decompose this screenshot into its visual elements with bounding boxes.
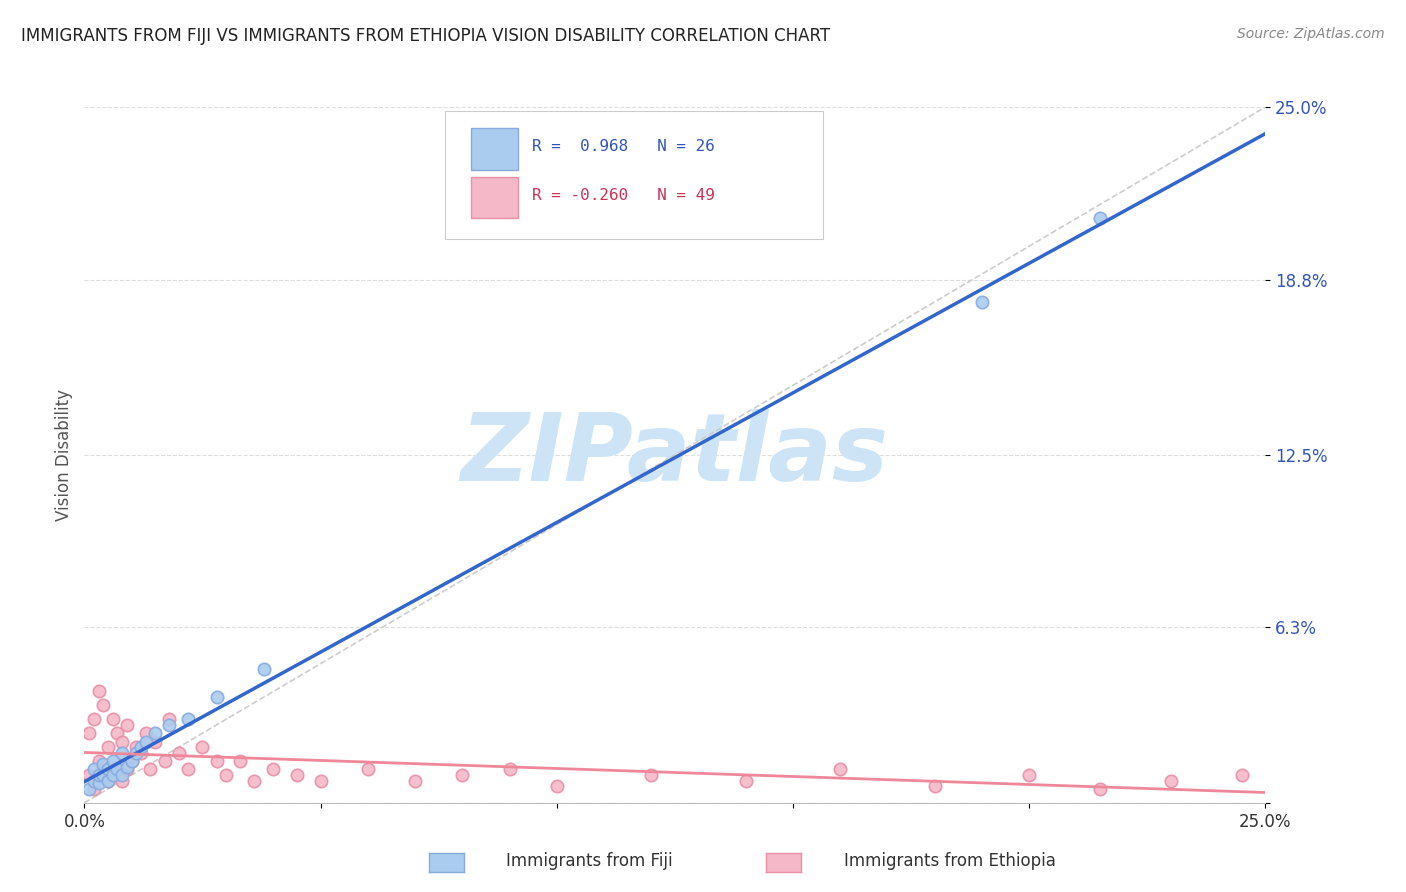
Point	[97, 773, 120, 788]
Text: R = -0.260   N = 49: R = -0.260 N = 49	[531, 188, 714, 202]
Point	[87, 776, 110, 790]
Point	[107, 768, 129, 782]
Point	[101, 768, 124, 782]
Point	[285, 768, 308, 782]
Point	[107, 763, 129, 777]
FancyBboxPatch shape	[471, 177, 517, 219]
Point	[121, 754, 143, 768]
Point	[135, 726, 157, 740]
Point	[83, 781, 105, 796]
Point	[498, 763, 520, 777]
Point	[121, 754, 143, 768]
Point	[77, 726, 100, 740]
Text: IMMIGRANTS FROM FIJI VS IMMIGRANTS FROM ETHIOPIA VISION DISABILITY CORRELATION C: IMMIGRANTS FROM FIJI VS IMMIGRANTS FROM …	[21, 27, 830, 45]
Point	[97, 740, 120, 755]
Point	[115, 763, 138, 777]
Point	[111, 773, 134, 788]
Point	[970, 294, 993, 309]
FancyBboxPatch shape	[471, 128, 517, 169]
Point	[1088, 211, 1111, 226]
Point	[640, 768, 662, 782]
Point	[177, 712, 200, 726]
Point	[143, 726, 166, 740]
Text: Immigrants from Fiji: Immigrants from Fiji	[506, 852, 673, 870]
Point	[205, 754, 228, 768]
Point	[87, 754, 110, 768]
Point	[153, 754, 176, 768]
Point	[77, 768, 100, 782]
Point	[87, 768, 110, 782]
Point	[215, 768, 238, 782]
Point	[205, 690, 228, 704]
Text: R =  0.968   N = 26: R = 0.968 N = 26	[531, 139, 714, 154]
Text: ZIPatlas: ZIPatlas	[461, 409, 889, 501]
Point	[177, 763, 200, 777]
Point	[101, 763, 124, 777]
Point	[1160, 773, 1182, 788]
Point	[451, 768, 474, 782]
Point	[253, 662, 276, 676]
Point	[404, 773, 426, 788]
Point	[309, 773, 332, 788]
Point	[91, 756, 114, 771]
Point	[135, 734, 157, 748]
Point	[83, 763, 105, 777]
Point	[167, 746, 190, 760]
Point	[125, 740, 148, 755]
Point	[129, 740, 152, 755]
Point	[229, 754, 252, 768]
Point	[924, 779, 946, 793]
Point	[262, 763, 284, 777]
Point	[1088, 781, 1111, 796]
Text: Source: ZipAtlas.com: Source: ZipAtlas.com	[1237, 27, 1385, 41]
Point	[97, 773, 120, 788]
Point	[101, 754, 124, 768]
Point	[243, 773, 266, 788]
Point	[139, 763, 162, 777]
Point	[115, 759, 138, 773]
Point	[111, 734, 134, 748]
Point	[1230, 768, 1253, 782]
Point	[91, 768, 114, 782]
Point	[91, 768, 114, 782]
Point	[129, 746, 152, 760]
Text: Immigrants from Ethiopia: Immigrants from Ethiopia	[844, 852, 1056, 870]
Point	[87, 684, 110, 698]
Point	[125, 746, 148, 760]
FancyBboxPatch shape	[444, 111, 823, 239]
Point	[107, 726, 129, 740]
Point	[546, 779, 568, 793]
Point	[157, 712, 180, 726]
Point	[143, 734, 166, 748]
Point	[83, 712, 105, 726]
Point	[83, 773, 105, 788]
Point	[91, 698, 114, 713]
Point	[97, 763, 120, 777]
Point	[77, 781, 100, 796]
Point	[101, 712, 124, 726]
Point	[357, 763, 380, 777]
Point	[111, 768, 134, 782]
Point	[191, 740, 214, 755]
Point	[111, 746, 134, 760]
Y-axis label: Vision Disability: Vision Disability	[55, 389, 73, 521]
Point	[157, 718, 180, 732]
Point	[115, 718, 138, 732]
Point	[1018, 768, 1040, 782]
Point	[830, 763, 852, 777]
Point	[734, 773, 756, 788]
